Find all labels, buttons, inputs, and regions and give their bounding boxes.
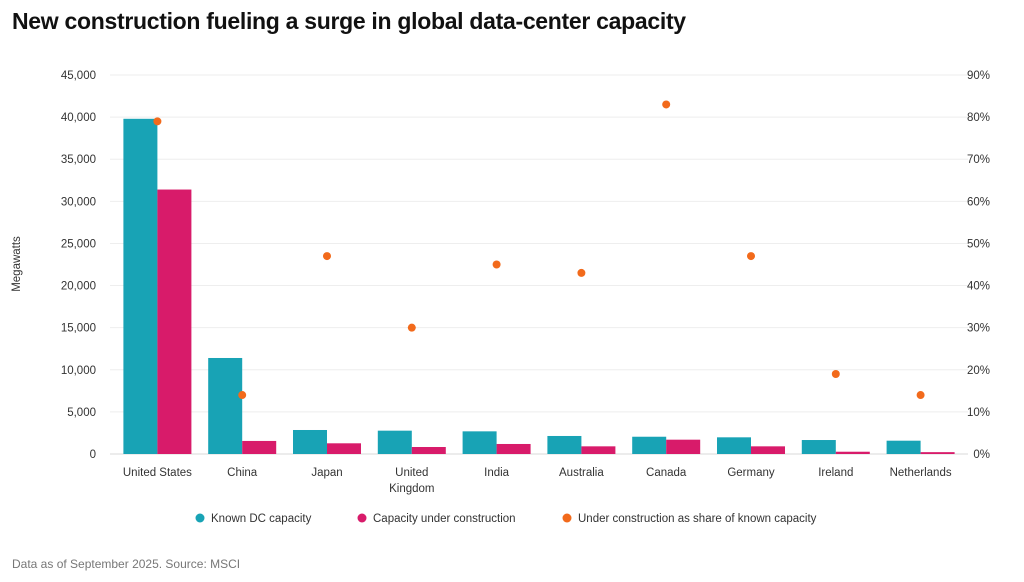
point-share-under-construction bbox=[662, 100, 671, 109]
point-share-under-construction bbox=[238, 391, 247, 400]
y2-tick-label: 60% bbox=[967, 196, 990, 208]
y-tick-label: 0 bbox=[90, 449, 96, 461]
point-share-under-construction bbox=[323, 252, 331, 261]
point-share-under-construction bbox=[747, 252, 755, 261]
y2-tick-label: 70% bbox=[967, 154, 990, 166]
legend-marker bbox=[562, 513, 572, 523]
y-axis-label: Megawatts bbox=[11, 236, 23, 292]
bar-known-dc-capacity bbox=[717, 437, 751, 454]
bar-known-dc-capacity bbox=[801, 440, 836, 454]
y-tick-label: 20,000 bbox=[61, 281, 96, 293]
y-tick-label: 25,000 bbox=[61, 238, 96, 250]
legend-marker bbox=[195, 513, 205, 523]
bar-known-dc-capacity bbox=[632, 436, 667, 454]
x-tick-label: Japan bbox=[311, 467, 342, 479]
bar-known-dc-capacity bbox=[377, 430, 412, 454]
bar-known-dc-capacity bbox=[293, 429, 327, 454]
y2-tick-label: 50% bbox=[967, 238, 990, 250]
bar-capacity-under-construction bbox=[411, 447, 446, 454]
y-tick-label: 35,000 bbox=[61, 154, 96, 166]
point-share-under-construction bbox=[577, 268, 586, 277]
y2-tick-label: 0% bbox=[973, 449, 990, 461]
bar-capacity-under-construction bbox=[327, 443, 361, 454]
x-tick-label: Kingdom bbox=[389, 483, 434, 495]
y2-tick-label: 90% bbox=[967, 70, 990, 82]
legend-label: Known DC capacity bbox=[211, 513, 312, 525]
y2-tick-label: 80% bbox=[967, 112, 990, 124]
y2-tick-label: 10% bbox=[967, 407, 990, 419]
bar-capacity-under-construction bbox=[242, 440, 277, 454]
x-tick-label: Canada bbox=[646, 467, 687, 479]
x-tick-label: Ireland bbox=[818, 467, 853, 479]
bar-capacity-under-construction bbox=[496, 443, 531, 454]
footnote: Data as of September 2025. Source: MSCI bbox=[12, 557, 241, 571]
x-tick-label: United bbox=[395, 467, 428, 479]
bar-capacity-under-construction bbox=[835, 451, 870, 454]
bar-capacity-under-construction bbox=[581, 446, 616, 454]
bar-known-dc-capacity bbox=[547, 435, 582, 454]
point-share-under-construction bbox=[153, 117, 162, 126]
bar-capacity-under-construction bbox=[751, 446, 785, 454]
x-tick-label: China bbox=[227, 467, 258, 479]
y2-tick-label: 20% bbox=[967, 365, 990, 377]
bar-known-dc-capacity bbox=[123, 118, 158, 454]
bar-known-dc-capacity bbox=[886, 440, 921, 454]
y-tick-label: 15,000 bbox=[61, 323, 96, 335]
x-tick-label: India bbox=[484, 467, 510, 479]
y-tick-label: 45,000 bbox=[61, 70, 96, 82]
x-tick-label: United States bbox=[123, 467, 192, 479]
y-tick-label: 5,000 bbox=[67, 407, 96, 419]
bar-capacity-under-construction bbox=[157, 189, 192, 454]
bar-known-dc-capacity bbox=[208, 357, 243, 454]
point-share-under-construction bbox=[916, 391, 925, 400]
x-tick-label: Australia bbox=[559, 467, 604, 479]
y-tick-label: 10,000 bbox=[61, 365, 96, 377]
chart-title: New construction fueling a surge in glob… bbox=[12, 8, 686, 34]
x-tick-label: Netherlands bbox=[890, 467, 952, 479]
point-share-under-construction bbox=[831, 369, 840, 378]
y2-tick-label: 40% bbox=[967, 281, 990, 293]
bar-known-dc-capacity bbox=[462, 431, 497, 454]
y-tick-label: 30,000 bbox=[61, 196, 96, 208]
bar-capacity-under-construction bbox=[666, 439, 701, 454]
y-tick-label: 40,000 bbox=[61, 112, 96, 124]
legend-marker bbox=[357, 513, 367, 523]
bar-capacity-under-construction bbox=[920, 452, 955, 454]
legend-label: Under construction as share of known cap… bbox=[578, 513, 817, 525]
point-share-under-construction bbox=[407, 323, 416, 332]
y2-tick-label: 30% bbox=[967, 323, 990, 335]
x-tick-label: Germany bbox=[727, 467, 775, 479]
point-share-under-construction bbox=[492, 260, 501, 269]
legend-label: Capacity under construction bbox=[373, 513, 516, 525]
